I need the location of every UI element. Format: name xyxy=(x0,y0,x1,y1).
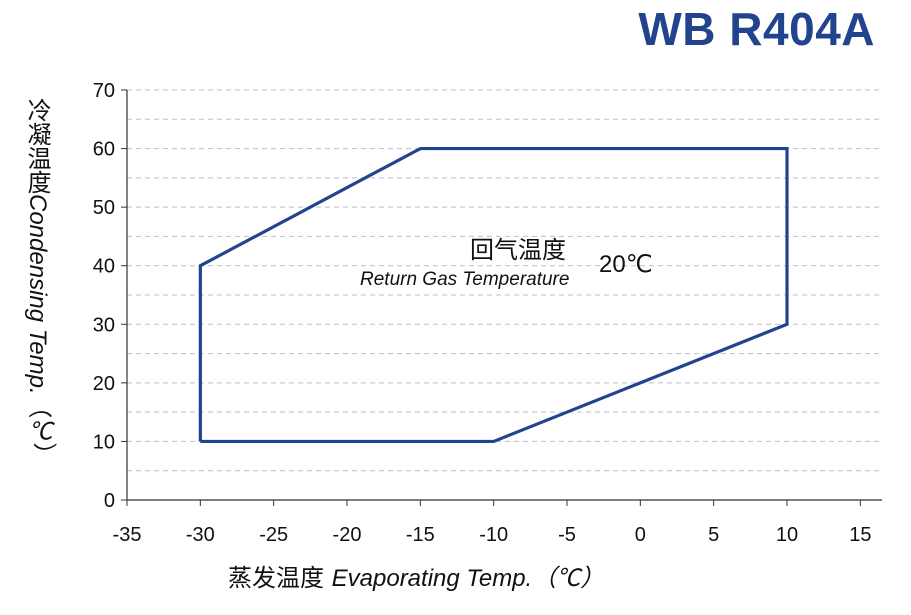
y-tick-label: 40 xyxy=(93,256,115,278)
x-tick-label: -25 xyxy=(259,524,288,546)
y-axis-label: 冷凝温度Condensing Temp.（℃） xyxy=(20,98,55,467)
axes xyxy=(121,89,882,506)
x-tick-label: -30 xyxy=(186,524,215,546)
x-tick-label: 15 xyxy=(849,524,871,546)
envelope-line xyxy=(198,146,789,444)
x-tick-label: 5 xyxy=(708,524,719,546)
series xyxy=(198,146,789,444)
x-tick-label: -10 xyxy=(479,524,508,546)
x-tick-label: -20 xyxy=(333,524,362,546)
y-tick-label: 20 xyxy=(93,373,115,395)
x-tick-label: -35 xyxy=(113,524,142,546)
y-axis-label-cn: 冷凝温度 xyxy=(23,98,51,194)
x-tick-label: 0 xyxy=(635,524,646,546)
x-tick-label: 10 xyxy=(776,524,798,546)
y-tick-label: 70 xyxy=(93,80,115,102)
x-axis-label-en: Evaporating Temp.（℃） xyxy=(331,565,605,592)
annotation-label-cn: 回气温度 xyxy=(470,236,566,264)
annotation-label-en: Return Gas Temperature xyxy=(360,269,569,290)
chart-title: WB R404A xyxy=(638,3,875,55)
x-axis-label: 蒸发温度 Evaporating Temp.（℃） xyxy=(228,558,604,593)
x-tick-label: -5 xyxy=(558,524,576,546)
y-tick-label: 30 xyxy=(93,314,115,336)
annotation: 回气温度 Return Gas Temperature 20℃ xyxy=(360,236,653,290)
y-axis-label-en: Condensing Temp.（℃） xyxy=(24,194,51,467)
annotation-value: 20℃ xyxy=(599,251,653,278)
y-tick-label: 10 xyxy=(93,431,115,453)
x-tick-label: -15 xyxy=(406,524,435,546)
y-tick-label: 60 xyxy=(93,139,115,161)
tick-labels: 0 10 20 30 40 50 60 70 -35 -30 -25 -20 -15 -10 -5 0 5 10 1… xyxy=(93,80,872,546)
y-tick-label: 50 xyxy=(93,197,115,219)
y-tick-label: 0 xyxy=(104,490,115,512)
x-axis-label-cn: 蒸发温度 xyxy=(228,564,324,592)
